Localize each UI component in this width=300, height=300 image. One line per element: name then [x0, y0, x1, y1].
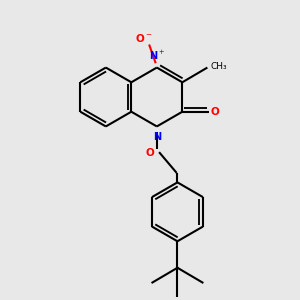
Text: O: O — [211, 107, 220, 117]
Text: N: N — [153, 132, 161, 142]
Text: O: O — [146, 148, 155, 158]
Text: N$^+$: N$^+$ — [148, 49, 165, 62]
Text: CH₃: CH₃ — [210, 61, 227, 70]
Text: O$^-$: O$^-$ — [135, 32, 152, 44]
